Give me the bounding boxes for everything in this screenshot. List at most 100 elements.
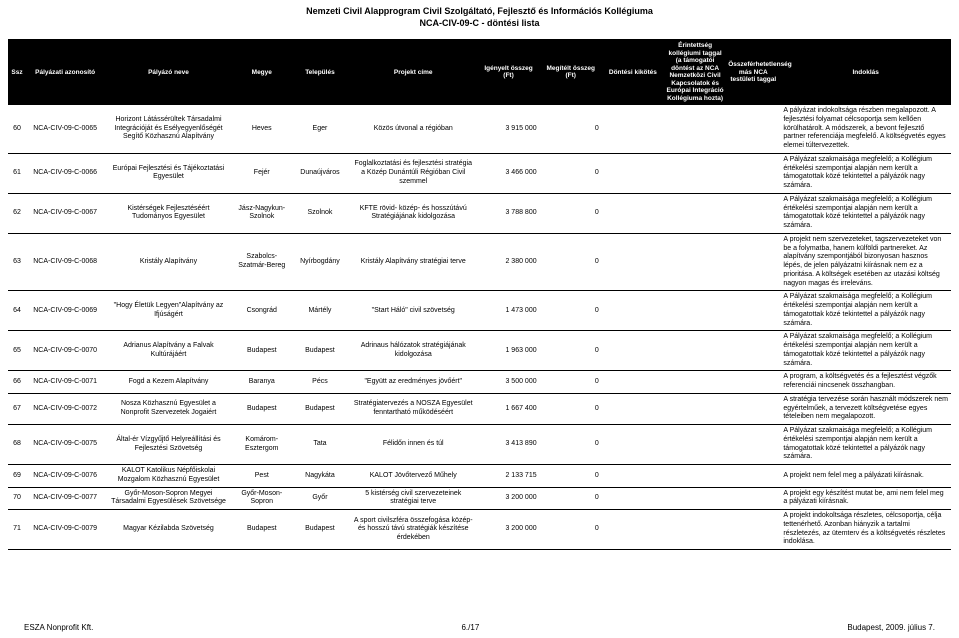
cell-ssz: 60 [8,105,26,153]
cell-ossz [726,105,780,153]
cell-ossz [726,393,780,424]
cell-name: Kistérségek Fejlesztéséért Tudományos Eg… [104,193,232,233]
cell-indoklas: A projekt indokoltsága részletes, célcso… [780,510,951,550]
cell-req: 1 963 000 [477,331,539,371]
cell-indoklas: A Pályázat szakmaisága megfelelő; a Koll… [780,193,951,233]
table-row: 70NCA-CIV-09-C-0077Győr-Moson-Sopron Meg… [8,487,951,510]
cell-erint [664,465,726,488]
cell-proj: Foglalkoztatási és fejlesztési stratégia… [349,153,477,193]
cell-grant: 0 [540,371,602,394]
cell-erint [664,393,726,424]
cell-proj: A sport civilszféra összefogása közép- é… [349,510,477,550]
cell-kik [602,465,664,488]
cell-id: NCA-CIV-09-C-0072 [26,393,104,424]
cell-tel: Nyírbogdány [291,233,349,291]
cell-grant: 0 [540,393,602,424]
cell-tel: Pécs [291,371,349,394]
cell-indoklas: A stratégia tervezése során használt mód… [780,393,951,424]
cell-ssz: 66 [8,371,26,394]
col-kik: Döntési kikötés [602,39,664,105]
cell-req: 2 380 000 [477,233,539,291]
cell-indoklas: A program, a költségvetés és a fejleszté… [780,371,951,394]
cell-erint [664,153,726,193]
cell-megye: Győr-Moson-Sopron [233,487,291,510]
cell-req: 3 413 890 [477,425,539,465]
cell-ossz [726,233,780,291]
cell-tel: Budapest [291,510,349,550]
cell-name: Horizont Látássérültek Társadalmi Integr… [104,105,232,153]
table-row: 62NCA-CIV-09-C-0067Kistérségek Fejleszté… [8,193,951,233]
cell-ssz: 64 [8,291,26,331]
cell-id: NCA-CIV-09-C-0077 [26,487,104,510]
cell-id: NCA-CIV-09-C-0068 [26,233,104,291]
cell-name: Adrianus Alapítvány a Falvak Kultúrájáér… [104,331,232,371]
cell-megye: Heves [233,105,291,153]
table-row: 63NCA-CIV-09-C-0068Kristály AlapítványSz… [8,233,951,291]
table-row: 65NCA-CIV-09-C-0070Adrianus Alapítvány a… [8,331,951,371]
cell-id: NCA-CIV-09-C-0066 [26,153,104,193]
cell-tel: Szolnok [291,193,349,233]
cell-megye: Fejér [233,153,291,193]
cell-id: NCA-CIV-09-C-0075 [26,425,104,465]
cell-erint [664,233,726,291]
cell-name: "Hogy Életük Legyen"Alapítvány az Ifjúsá… [104,291,232,331]
cell-indoklas: A pályázat indokoltsága részben megalapo… [780,105,951,153]
cell-megye: Komárom-Esztergom [233,425,291,465]
cell-req: 3 500 000 [477,371,539,394]
col-req: Igényelt összeg (Ft) [477,39,539,105]
cell-kik [602,487,664,510]
cell-megye: Csongrád [233,291,291,331]
footer-left: ESZA Nonprofit Kft. [24,623,93,632]
col-proj: Projekt címe [349,39,477,105]
cell-kik [602,291,664,331]
col-name: Pályázó neve [104,39,232,105]
col-grant: Megítélt összeg (Ft) [540,39,602,105]
cell-erint [664,291,726,331]
cell-indoklas: A Pályázat szakmaisága megfelelő; a Koll… [780,331,951,371]
cell-erint [664,487,726,510]
page-footer: ESZA Nonprofit Kft. 6./17 Budapest, 2009… [0,623,959,632]
cell-id: NCA-CIV-09-C-0065 [26,105,104,153]
cell-name: Által-ér Vízgyűjtő Helyreállítási és Fej… [104,425,232,465]
cell-erint [664,105,726,153]
cell-ssz: 63 [8,233,26,291]
cell-erint [664,371,726,394]
cell-erint [664,425,726,465]
cell-tel: Nagykáta [291,465,349,488]
cell-megye: Szabolcs-Szatmár-Bereg [233,233,291,291]
col-ssz: Ssz [8,39,26,105]
col-ossz: Összeférhetetlenség más NCA testületi ta… [726,39,780,105]
cell-kik [602,393,664,424]
cell-megye: Baranya [233,371,291,394]
cell-req: 1 473 000 [477,291,539,331]
cell-indoklas: A projekt nem felel meg a pályázati kiír… [780,465,951,488]
cell-megye: Budapest [233,510,291,550]
cell-tel: Tata [291,425,349,465]
cell-ssz: 71 [8,510,26,550]
cell-kik [602,105,664,153]
cell-proj: "Együtt az eredményes jövőért" [349,371,477,394]
table-row: 64NCA-CIV-09-C-0069"Hogy Életük Legyen"A… [8,291,951,331]
cell-grant: 0 [540,233,602,291]
cell-tel: Győr [291,487,349,510]
cell-indoklas: A projekt nem szervezeteket, tagszerveze… [780,233,951,291]
decision-table: Ssz Pályázati azonosító Pályázó neve Meg… [8,39,951,550]
cell-erint [664,193,726,233]
cell-kik [602,510,664,550]
cell-ssz: 65 [8,331,26,371]
table-row: 60NCA-CIV-09-C-0065Horizont Látássérülte… [8,105,951,153]
col-megye: Megye [233,39,291,105]
cell-name: Európai Fejlesztési és Tájékoztatási Egy… [104,153,232,193]
cell-name: KALOT Katolikus Népfőiskolai Mozgalom Kö… [104,465,232,488]
cell-megye: Jász-Nagykun-Szolnok [233,193,291,233]
table-row: 71NCA-CIV-09-C-0079Magyar Kézilabda Szöv… [8,510,951,550]
col-id: Pályázati azonosító [26,39,104,105]
cell-proj: Félidőn innen és túl [349,425,477,465]
cell-ssz: 69 [8,465,26,488]
col-ind: Indoklás [780,39,951,105]
cell-id: NCA-CIV-09-C-0069 [26,291,104,331]
cell-indoklas: A Pályázat szakmaisága megfelelő; a Koll… [780,153,951,193]
cell-proj: Kristály Alapítvány stratégiai terve [349,233,477,291]
cell-grant: 0 [540,193,602,233]
footer-center: 6./17 [461,623,479,632]
